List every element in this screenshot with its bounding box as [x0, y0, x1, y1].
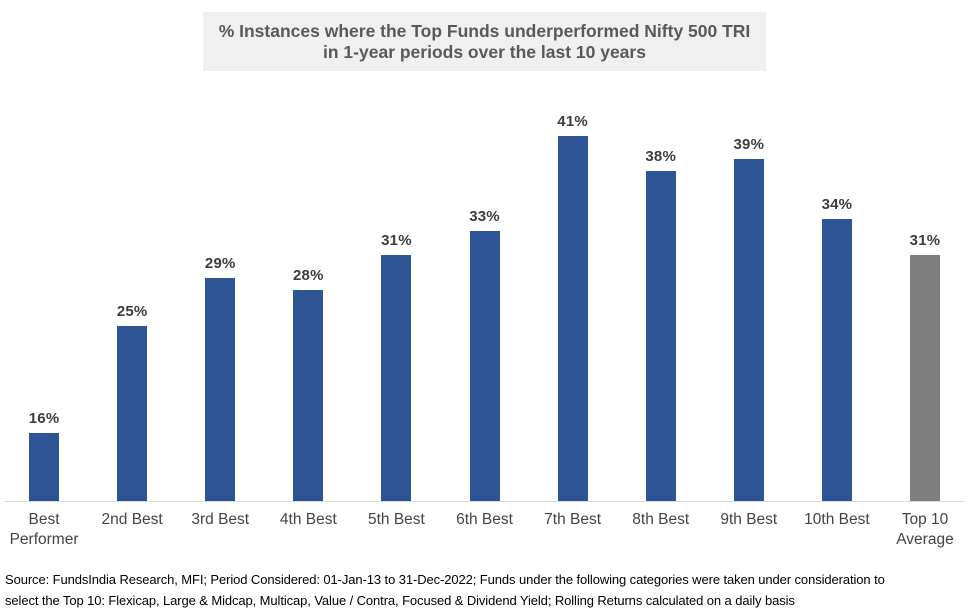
bar-column: 31%	[881, 232, 969, 501]
bar-column: 38%	[617, 148, 705, 501]
bar	[293, 290, 324, 501]
bar-value-label: 31%	[381, 232, 412, 249]
bar	[821, 219, 852, 501]
x-axis-category-labels: Best Performer 2nd Best 3rd Best 4th Bes…	[0, 510, 969, 550]
bar	[557, 136, 588, 501]
bar-column: 25%	[88, 303, 176, 501]
category-label: Best Performer	[9, 511, 79, 548]
category-label: 10th Best	[804, 511, 870, 528]
bar-value-label: 28%	[293, 267, 324, 284]
bar	[29, 433, 60, 501]
bar-column: 29%	[176, 255, 264, 501]
bar-value-label: 16%	[28, 410, 60, 427]
x-axis-line	[4, 501, 965, 502]
category-label: 6th Best	[456, 511, 513, 528]
bar-column: 28%	[264, 267, 352, 501]
bar-column: 16%	[0, 410, 88, 501]
category-label: Top 10 Average	[896, 511, 954, 548]
bar-value-label: 41%	[557, 113, 588, 130]
category-label: 2nd Best	[101, 511, 163, 528]
bar	[469, 231, 500, 501]
chart-title: % Instances where the Top Funds underper…	[202, 12, 767, 71]
bar	[733, 159, 764, 501]
bar	[117, 326, 148, 501]
category-label: 3rd Best	[191, 511, 250, 528]
bar	[645, 171, 676, 501]
source-note-line1: Source: FundsIndia Research, MFI; Period…	[5, 572, 885, 587]
source-note-line2: select the Top 10: Flexicap, Large & Mid…	[5, 592, 795, 608]
plot-area: 16% 25% 29% 28% 31% 33% 41%	[0, 113, 969, 501]
chart-title-line1: % Instances where the Top Funds underper…	[218, 21, 751, 41]
bar	[205, 278, 236, 501]
bar	[909, 255, 940, 501]
source-note: Source: FundsIndia Research, MFI; Period…	[5, 570, 965, 611]
bar-column: 31%	[352, 232, 440, 501]
bar-value-label: 29%	[204, 255, 236, 272]
category-label: 4th Best	[279, 511, 337, 528]
bar-value-label: 33%	[469, 208, 500, 225]
bar-column: 41%	[529, 113, 617, 501]
bar-column: 39%	[705, 136, 793, 501]
bar-column: 34%	[793, 196, 881, 501]
bar	[381, 255, 412, 501]
bar-value-label: 34%	[821, 196, 853, 213]
category-label: 8th Best	[632, 511, 690, 528]
bar-column: 33%	[440, 208, 528, 501]
bar-value-label: 39%	[733, 136, 765, 153]
bar-value-label: 31%	[909, 232, 941, 249]
category-label: 5th Best	[367, 511, 425, 528]
category-label: 9th Best	[720, 511, 778, 528]
bar-value-label: 25%	[116, 303, 148, 320]
bar-value-label: 38%	[645, 148, 677, 165]
category-label: 7th Best	[544, 511, 602, 528]
chart-title-line2: in 1-year periods over the last 10 years	[323, 42, 646, 62]
